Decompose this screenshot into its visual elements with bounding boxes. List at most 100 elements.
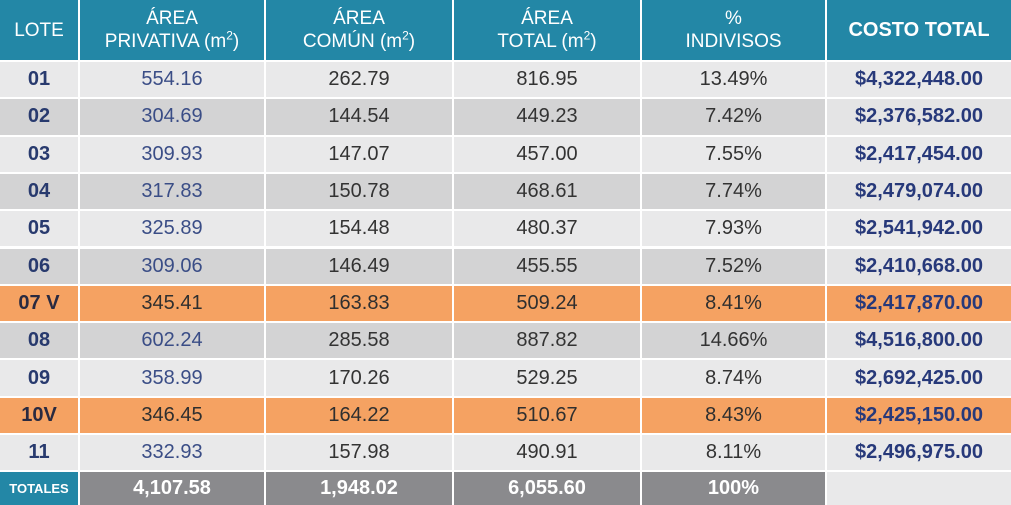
cell-lote: 09 (0, 360, 80, 398)
cell-area-privativa: 309.06 (80, 248, 266, 286)
cell-lote: 08 (0, 323, 80, 361)
cell-area-total: 480.37 (454, 211, 642, 249)
table-row: 09 358.99 170.26 529.25 8.74% $2,692,425.00 (0, 360, 1011, 398)
cell-area-total: 816.95 (454, 62, 642, 100)
cell-area-comun: 154.48 (266, 211, 454, 249)
cell-costo-total: $2,425,150.00 (827, 397, 1011, 435)
totals-indivisos: 100% (642, 472, 827, 505)
cell-area-comun: 285.58 (266, 323, 454, 361)
cell-indivisos: 7.74% (642, 173, 827, 212)
cell-area-privativa: 317.83 (80, 173, 266, 212)
cell-area-privativa: 345.41 (80, 285, 266, 324)
header-area-total-line2: TOTAL (m2) (497, 30, 596, 53)
cell-area-privativa: 309.93 (80, 136, 266, 174)
header-area-comun: ÁREA COMÚN (m2) (266, 0, 454, 62)
table-row: 08 602.24 285.58 887.82 14.66% $4,516,800.00 (0, 323, 1011, 361)
totals-label: TOTALES (0, 472, 80, 505)
cell-indivisos: 14.66% (642, 323, 827, 361)
header-indivisos: % INDIVISOS (642, 0, 827, 62)
header-area-total: ÁREA TOTAL (m2) (454, 0, 642, 62)
table-row: 10V 346.45 164.22 510.67 8.43% $2,425,150.00 (0, 397, 1011, 435)
cell-lote: 11 (0, 435, 80, 473)
cell-area-comun: 157.98 (266, 435, 454, 473)
header-area-privativa: ÁREA PRIVATIVA (m2) (80, 0, 266, 62)
cell-costo-total: $2,417,454.00 (827, 136, 1011, 174)
table-row: 05 325.89 154.48 480.37 7.93% $2,541,942.00 (0, 211, 1011, 249)
cell-area-privativa: 554.16 (80, 62, 266, 100)
cell-indivisos: 8.41% (642, 285, 827, 324)
cell-area-total: 455.55 (454, 248, 642, 286)
cell-area-comun: 146.49 (266, 248, 454, 286)
table-row: 06 309.06 146.49 455.55 7.52% $2,410,668.00 (0, 248, 1011, 286)
header-indivisos-line2: INDIVISOS (685, 31, 782, 52)
totals-comun: 1,948.02 (266, 472, 454, 505)
cell-area-privativa: 325.89 (80, 211, 266, 249)
header-area-comun-sup: 2 (402, 28, 409, 43)
cell-area-total: 449.23 (454, 99, 642, 137)
cell-area-privativa: 602.24 (80, 323, 266, 361)
cell-costo-total: $2,417,870.00 (827, 285, 1011, 324)
header-area-privativa-line1: ÁREA (146, 8, 198, 29)
cell-costo-total: $2,692,425.00 (827, 360, 1011, 398)
cell-indivisos: 8.74% (642, 360, 827, 398)
header-costo-total-label: COSTO TOTAL (848, 18, 990, 41)
cell-indivisos: 13.49% (642, 62, 827, 100)
header-area-privativa-text: PRIVATIVA (m (104, 31, 227, 52)
cell-indivisos: 7.52% (642, 248, 827, 286)
header-area-total-sup: 2 (583, 28, 591, 43)
cell-area-comun: 144.54 (266, 99, 454, 137)
header-area-comun-text: COMÚN (m (302, 31, 403, 52)
cell-indivisos: 7.42% (642, 99, 827, 137)
cell-area-total: 468.61 (454, 173, 642, 212)
cell-costo-total: $4,516,800.00 (827, 323, 1011, 361)
header-area-total-line1: ÁREA (521, 8, 573, 29)
cell-area-total: 509.24 (454, 285, 642, 324)
cell-area-total: 510.67 (454, 397, 642, 435)
cell-lote: 05 (0, 211, 80, 249)
cell-indivisos: 7.55% (642, 136, 827, 174)
header-area-comun-paren: ) (408, 31, 416, 52)
cell-lote: 10V (0, 397, 80, 435)
cell-costo-total: $2,479,074.00 (827, 173, 1011, 212)
cell-area-comun: 170.26 (266, 360, 454, 398)
table-row: 04 317.83 150.78 468.61 7.74% $2,479,074.00 (0, 173, 1011, 212)
cell-area-total: 529.25 (454, 360, 642, 398)
header-area-comun-line1: ÁREA (333, 8, 385, 29)
table-row: 02 304.69 144.54 449.23 7.42% $2,376,582.00 (0, 99, 1011, 137)
cell-area-comun: 164.22 (266, 397, 454, 435)
cell-area-total: 457.00 (454, 136, 642, 174)
cell-indivisos: 7.93% (642, 211, 827, 249)
cell-costo-total: $2,496,975.00 (827, 435, 1011, 473)
header-area-total-paren: ) (590, 31, 597, 52)
table-row: 11 332.93 157.98 490.91 8.11% $2,496,975.00 (0, 435, 1011, 473)
header-area-comun-line2: COMÚN (m2) (303, 30, 415, 53)
header-lote-label: LOTE (14, 19, 64, 41)
cell-area-comun: 163.83 (266, 285, 454, 324)
table-row: 07 V 345.41 163.83 509.24 8.41% $2,417,870.00 (0, 285, 1011, 324)
cell-area-privativa: 332.93 (80, 435, 266, 473)
totals-costo (827, 472, 1011, 505)
cell-costo-total: $4,322,448.00 (827, 62, 1011, 100)
table-row: 03 309.93 147.07 457.00 7.55% $2,417,454.00 (0, 136, 1011, 174)
cell-costo-total: $2,541,942.00 (827, 211, 1011, 249)
cell-lote: 04 (0, 173, 80, 212)
cell-area-comun: 150.78 (266, 173, 454, 212)
cell-area-total: 887.82 (454, 323, 642, 361)
cell-indivisos: 8.43% (642, 397, 827, 435)
cell-costo-total: $2,376,582.00 (827, 99, 1011, 137)
cell-area-privativa: 358.99 (80, 360, 266, 398)
cell-area-total: 490.91 (454, 435, 642, 473)
header-area-privativa-line2: PRIVATIVA (m2) (105, 30, 239, 53)
header-costo-total: COSTO TOTAL (827, 0, 1011, 62)
cell-indivisos: 8.11% (642, 435, 827, 473)
totals-row: TOTALES 4,107.58 1,948.02 6,055.60 100% (0, 472, 1011, 505)
cell-lote: 02 (0, 99, 80, 137)
cell-area-privativa: 304.69 (80, 99, 266, 137)
cell-lote: 06 (0, 248, 80, 286)
header-area-privativa-paren: ) (232, 31, 240, 52)
cell-lote: 07 V (0, 285, 80, 324)
table-row: 01 554.16 262.79 816.95 13.49% $4,322,448.00 (0, 62, 1011, 100)
header-area-privativa-sup: 2 (226, 28, 233, 43)
cell-area-comun: 262.79 (266, 62, 454, 100)
